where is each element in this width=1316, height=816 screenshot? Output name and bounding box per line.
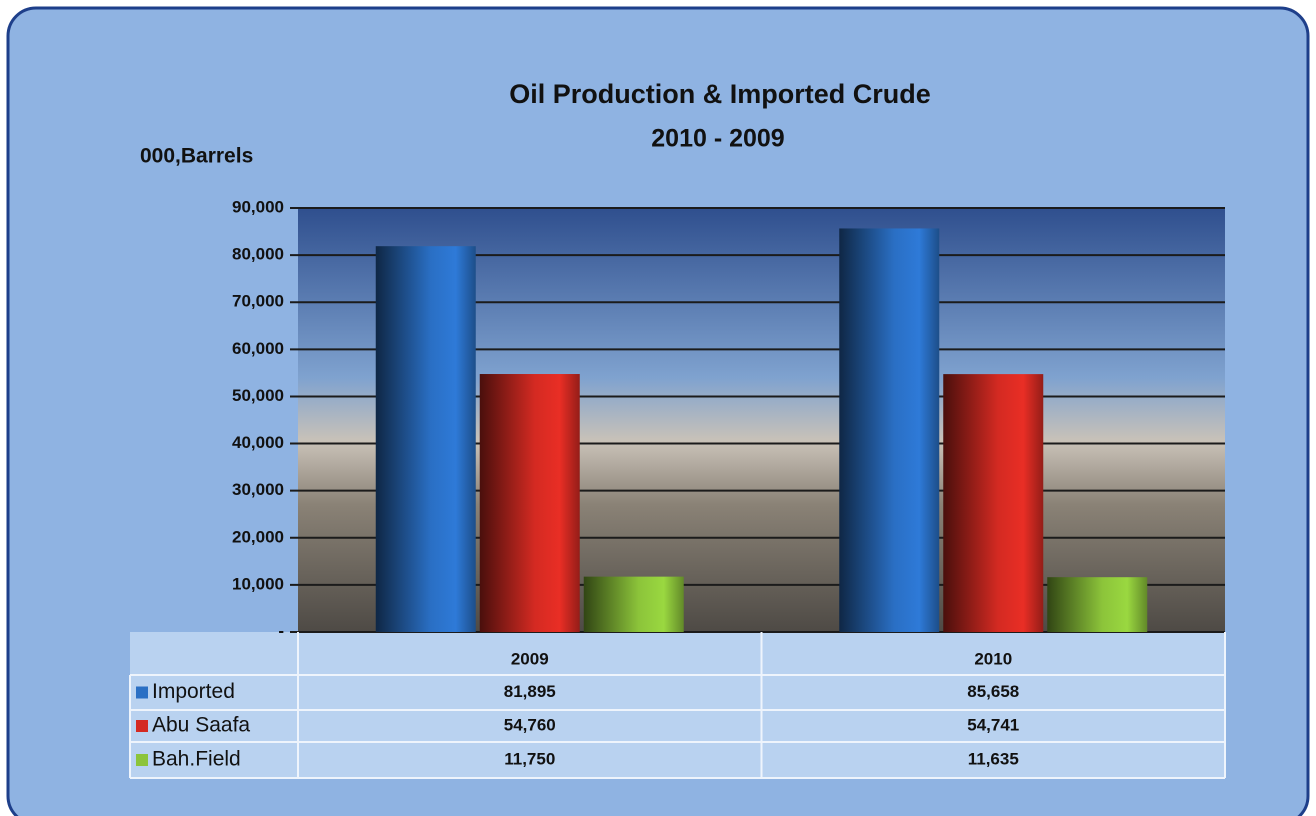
y-tick-label: 50,000: [232, 386, 284, 405]
table-value: 81,895: [504, 682, 556, 701]
x-tick-label: 2010: [974, 649, 1012, 668]
table-value: 11,750: [504, 749, 555, 768]
legend-label: Imported: [152, 680, 235, 703]
y-tick-label: 80,000: [232, 245, 284, 264]
y-tick-label: 30,000: [232, 480, 284, 499]
legend-swatch: [136, 720, 148, 732]
table-value: 11,635: [968, 749, 1019, 768]
y-tick-label: 70,000: [232, 292, 284, 311]
table-value: 54,741: [967, 715, 1019, 734]
chart-title: Oil Production & Imported Crude: [509, 79, 931, 109]
y-tick-label: -: [278, 621, 284, 640]
y-tick-label: 90,000: [232, 197, 284, 216]
table-value: 85,658: [967, 682, 1019, 701]
legend-swatch: [136, 686, 148, 699]
legend-label: Bah.Field: [152, 748, 241, 771]
y-tick-label: 60,000: [232, 339, 284, 358]
y-tick-label: 20,000: [232, 527, 284, 546]
x-tick-label: 2009: [511, 649, 549, 668]
bar: [479, 374, 580, 632]
bar: [839, 228, 940, 633]
bar: [583, 576, 684, 632]
chart-subtitle: 2010 - 2009: [651, 125, 784, 153]
bar: [943, 374, 1044, 632]
y-tick-label: 10,000: [232, 574, 284, 593]
table-value: 54,760: [504, 715, 556, 734]
y-tick-label: 40,000: [232, 433, 284, 452]
table-background: [130, 632, 1225, 778]
legend-label: Abu Saafa: [152, 714, 250, 737]
y-axis-label: 000,Barrels: [140, 145, 253, 168]
bar: [375, 246, 476, 633]
legend-swatch: [136, 754, 148, 766]
bar: [1047, 577, 1148, 632]
